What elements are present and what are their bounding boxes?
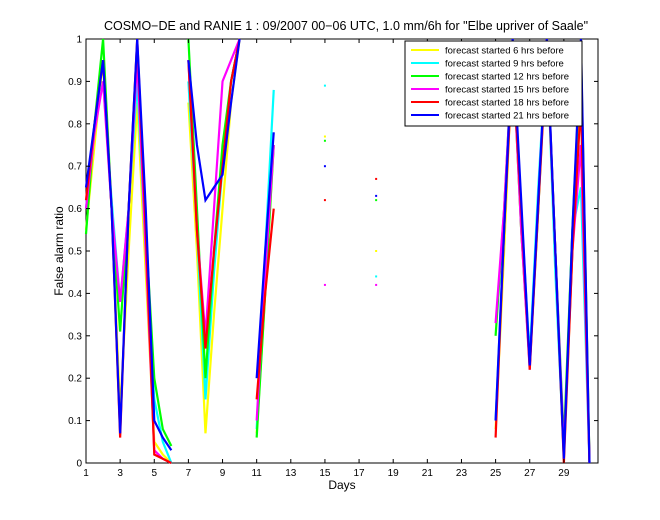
y-tick-label: 0.4 [68,289,82,300]
legend-label: forecast started 9 hrs before [445,59,564,70]
x-tick-label: 27 [524,468,536,479]
x-tick-label: 17 [354,468,366,479]
x-tick-label: 21 [422,468,434,479]
legend-label: forecast started 18 hrs before [445,98,569,109]
data-point [375,177,378,180]
y-tick-label: 0.9 [68,77,82,88]
legend-label: forecast started 15 hrs before [445,85,569,96]
x-tick-label: 23 [456,468,468,479]
y-tick-label: 1 [76,35,82,46]
data-point [375,275,378,278]
series-line [187,38,241,204]
data-point [375,250,378,252]
data-point [323,135,326,138]
x-tick-label: 29 [558,468,570,479]
y-tick-label: 0.2 [68,374,82,385]
series-line [187,38,241,349]
ticks-layer: 1 3 5 7 9 11 13 15 17 19 21 23 25 27 2900.10.20.30.40.… [68,35,598,479]
data-point [323,84,326,87]
data-point [323,199,326,202]
chart-title: COSMO−DE and RANIE 1 : 09/2007 00−06 UTC… [104,19,588,33]
x-tick-label: 9 [220,468,226,479]
data-point [323,139,326,142]
series-line [255,132,275,379]
x-axis-label: Days [328,478,355,492]
y-tick-label: 0 [76,459,82,470]
x-tick-label: 7 [186,468,192,479]
x-tick-label: 3 [117,468,123,479]
y-tick-label: 0.7 [68,162,82,173]
data-point [323,165,326,168]
y-tick-label: 0.8 [68,119,82,130]
data-point [375,199,378,202]
y-tick-label: 0.6 [68,204,82,215]
legend-label: forecast started 12 hrs before [445,72,569,83]
x-tick-label: 11 [251,468,262,479]
x-tick-label: 13 [285,468,297,479]
y-tick-label: 0.3 [68,331,82,342]
legend-box [404,40,583,127]
data-point [375,283,378,286]
data-point [375,194,378,197]
legend-label: forecast started 21 hrs before [445,111,569,122]
x-tick-label: 5 [151,468,157,479]
series-line [255,208,275,400]
y-tick-label: 0.1 [68,416,82,427]
y-axis-label: False alarm ratio [52,206,66,296]
legend: forecast started 6 hrs before forecast st… [404,40,583,127]
x-tick-label: 25 [490,468,502,479]
legend-items: forecast started 6 hrs before forecast st… [411,46,569,122]
y-tick-label: 0.5 [68,247,82,258]
legend-label: forecast started 6 hrs before [445,46,564,57]
x-tick-label: 15 [319,468,331,479]
x-tick-label: 19 [388,468,400,479]
x-tick-label: 1 [83,468,89,479]
series-line [84,38,173,451]
data-point [323,283,326,286]
